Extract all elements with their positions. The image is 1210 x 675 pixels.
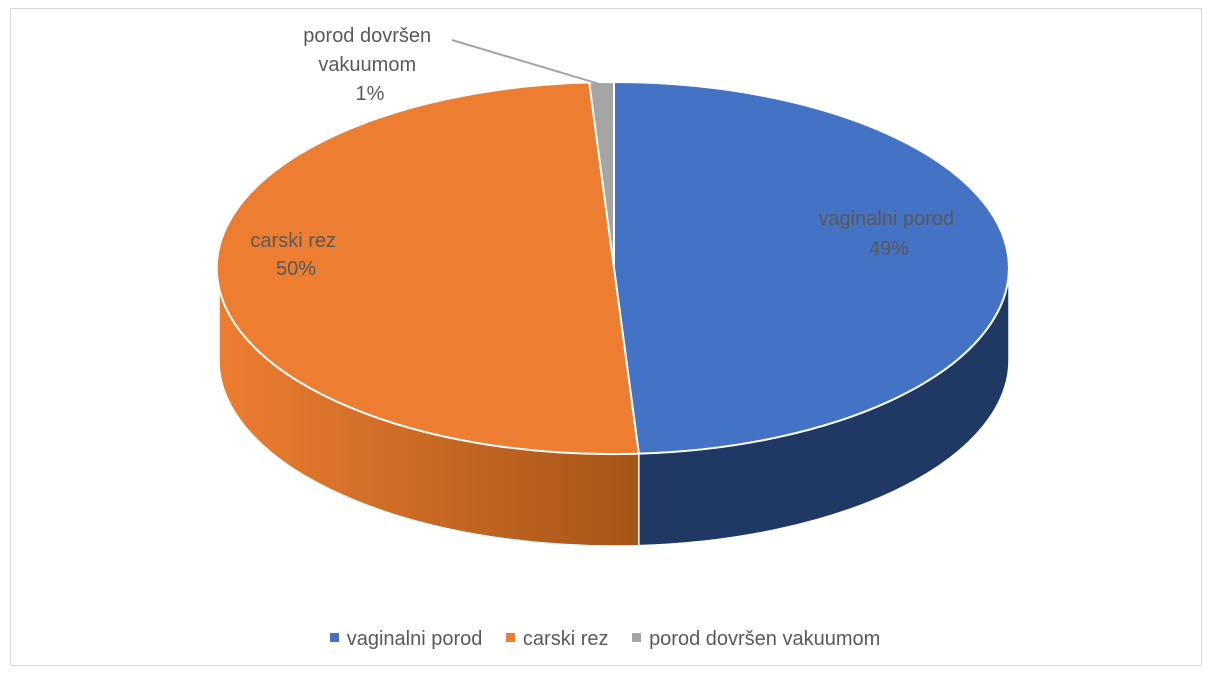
legend-item-vaginalni-porod: vaginalni porod [329, 628, 483, 651]
leader-line [451, 39, 600, 86]
legend-swatch-blue [329, 633, 339, 643]
legend-swatch-orange [505, 633, 515, 643]
legend-swatch-gray [632, 633, 642, 643]
data-label-carski-rez: carski rez 50% [250, 230, 341, 280]
legend-label: carski rez [522, 628, 609, 650]
pie-slice-carski-rez [215, 81, 640, 456]
pie-tops [215, 80, 1010, 456]
pie-slice-vaginalni-porod [613, 80, 1010, 455]
legend: vaginalni porod carski rez porod dovršen… [0, 628, 1210, 651]
legend-item-porod-dovrsen-vakuumom: porod dovršen vakuumom [632, 628, 880, 651]
data-label-porod-dovrsen-vakuumom: porod dovršen vakuumom 1% [303, 25, 436, 105]
data-label-vaginalni-porod: vaginalni porod 49% [818, 208, 959, 260]
legend-item-carski-rez: carski rez [505, 628, 609, 651]
legend-label: vaginalni porod [346, 628, 483, 650]
pie-slice-porod-dovršen-vakuumom [588, 80, 615, 269]
legend-label: porod dovršen vakuumom [649, 628, 881, 650]
